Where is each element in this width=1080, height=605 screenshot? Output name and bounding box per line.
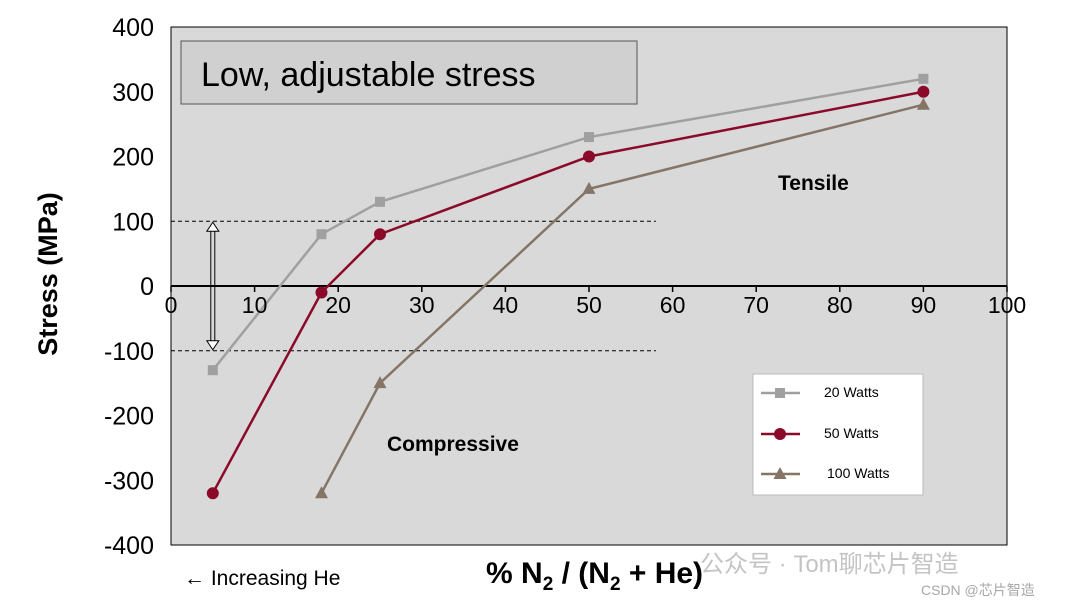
series-50-watts <box>206 85 930 500</box>
x-axis-title-part-c: + He) <box>621 557 704 590</box>
data-point-20-watts-3 <box>584 132 594 143</box>
x-tick-label-60: 60 <box>660 292 686 318</box>
arrow-head-bottom <box>205 340 220 351</box>
data-point-20-watts-2 <box>375 196 385 207</box>
series-20-watts <box>207 73 929 376</box>
legend-label-20-watts: 20 Watts <box>824 384 879 400</box>
y-tick-label-0: 0 <box>140 273 154 301</box>
x-tick-label-20: 20 <box>325 292 351 318</box>
watermark-small: CSDN @芯片智造 <box>921 582 1035 598</box>
x-axis-title-part-a: % N <box>486 557 543 590</box>
series-100-watts <box>314 97 930 499</box>
x-tick-label-10: 10 <box>242 292 268 318</box>
data-point-50-watts-1 <box>315 286 328 299</box>
x-tick-label-100: 100 <box>988 292 1026 318</box>
data-point-50-watts-2 <box>374 228 386 241</box>
legend-marker-100-watts <box>773 467 787 479</box>
legend-marker-50-watts <box>774 428 786 440</box>
data-point-50-watts-4 <box>917 85 930 98</box>
callout-box <box>180 40 638 105</box>
callout-text: Low, adjustable stress <box>201 56 536 94</box>
y-tick-label-100: 100 <box>112 208 154 236</box>
x-tick-labels: 0 10 20 30 40 50 60 70 80 90 100 <box>165 292 1027 318</box>
x-tick-label-50: 50 <box>576 292 602 318</box>
x-axis-title: % N2 / (N2 + He) <box>486 557 703 595</box>
data-point-20-watts-1 <box>316 229 327 240</box>
x-axis-title-sub-1: 2 <box>543 574 554 595</box>
legend-marker-20-watts <box>775 388 785 398</box>
y-tick-label--300: -300 <box>104 467 154 495</box>
arrow-head-top <box>205 221 220 232</box>
data-point-100-watts-1 <box>373 376 387 389</box>
y-tick-label-400: 400 <box>112 14 154 42</box>
series-layer <box>206 73 930 500</box>
data-point-20-watts-0 <box>207 365 218 376</box>
x-tick-label-0: 0 <box>165 292 178 318</box>
y-tick-label--100: -100 <box>104 338 154 366</box>
tensile-label: Tensile <box>778 172 849 195</box>
y-tick-labels: 400 300 200 100 0 -100 -200 -300 -400 <box>104 14 154 560</box>
reference-lines <box>171 220 656 352</box>
legend: 20 Watts 50 Watts 100 Watts <box>752 373 924 496</box>
compressive-label: Compressive <box>387 433 519 456</box>
series-line-100-watts <box>320 103 924 494</box>
watermark-main: 公众号 · Tom聊芯片智造 <box>700 551 959 578</box>
data-point-50-watts-0 <box>206 487 219 500</box>
legend-label-50-watts: 50 Watts <box>824 425 879 441</box>
data-point-50-watts-3 <box>583 150 595 163</box>
legend-items: 20 Watts 50 Watts 100 Watts <box>761 384 890 481</box>
x-axis-title-sub-2: 2 <box>610 574 621 595</box>
x-tick-marks <box>170 286 1008 292</box>
x-tick-label-80: 80 <box>827 292 853 318</box>
y-tick-label-200: 200 <box>112 144 154 172</box>
data-point-20-watts-4 <box>918 73 929 84</box>
x-axis-title-part-b: / (N <box>553 557 610 590</box>
legend-label-100-watts: 100 Watts <box>827 465 890 481</box>
x-tick-label-90: 90 <box>911 292 937 318</box>
increasing-he-note: ← Increasing He <box>184 567 340 590</box>
y-tick-label--200: -200 <box>104 403 154 431</box>
data-point-100-watts-2 <box>582 181 596 194</box>
y-tick-label-300: 300 <box>112 79 154 107</box>
x-tick-label-40: 40 <box>493 292 519 318</box>
y-axis-title: Stress (MPa) <box>33 192 63 356</box>
data-point-100-watts-3 <box>916 97 930 110</box>
y-tick-label--400: -400 <box>104 532 154 560</box>
x-tick-label-70: 70 <box>743 292 769 318</box>
data-point-100-watts-0 <box>314 486 328 499</box>
x-tick-label-30: 30 <box>409 292 435 318</box>
